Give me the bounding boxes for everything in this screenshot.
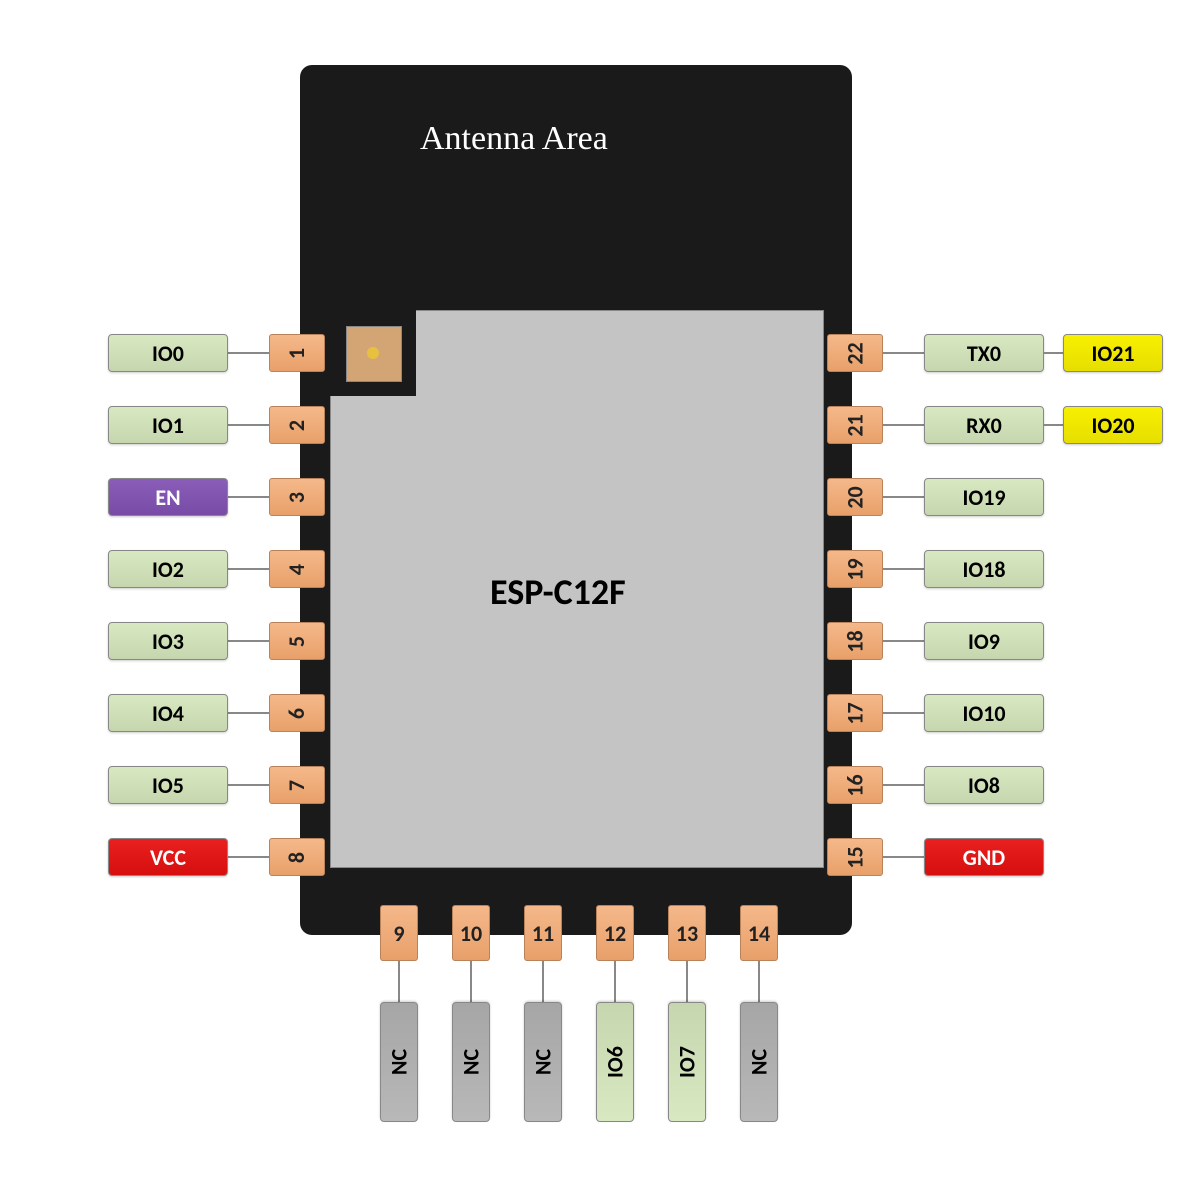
- pin-pad-10: 10: [452, 905, 490, 961]
- pin-pad-17: 17: [827, 694, 883, 732]
- pin-connector: [398, 961, 400, 1002]
- pin-number: 11: [532, 920, 554, 947]
- pin-number: 14: [748, 920, 770, 947]
- pin-number: 7: [284, 779, 311, 790]
- pin-number: 13: [676, 920, 698, 947]
- pin-label-io10: IO10: [924, 694, 1044, 732]
- pin-number: 15: [842, 846, 869, 868]
- pin-pad-13: 13: [668, 905, 706, 961]
- pin-connector: [228, 352, 269, 354]
- pin-number: 10: [460, 920, 482, 947]
- pin-connector: [228, 640, 269, 642]
- pin-pad-3: 3: [269, 478, 325, 516]
- pin-label-io7-13: IO7: [668, 1002, 706, 1122]
- pin-connector: [1044, 424, 1063, 426]
- pin-pad-8: 8: [269, 838, 325, 876]
- pin-number: 8: [284, 851, 311, 862]
- pin-pad-12: 12: [596, 905, 634, 961]
- chip-name: ESP-C12F: [490, 570, 626, 614]
- pin-connector: [228, 712, 269, 714]
- pin-connector: [228, 856, 269, 858]
- pin-label-nc-10: NC: [452, 1002, 490, 1122]
- pin-pad-4: 4: [269, 550, 325, 588]
- pin-pad-14: 14: [740, 905, 778, 961]
- pin-label-io5: IO5: [108, 766, 228, 804]
- pin-number: 20: [842, 486, 869, 508]
- pin-number: 16: [842, 774, 869, 796]
- pin-pad-22: 22: [827, 334, 883, 372]
- antenna-area-label: Antenna Area: [420, 120, 608, 158]
- pin-number: 1: [284, 347, 311, 358]
- pin-connector: [470, 961, 472, 1002]
- pin-number: 18: [842, 630, 869, 652]
- pin-number: 12: [604, 920, 626, 947]
- pin-number: 19: [842, 558, 869, 580]
- pin-pad-11: 11: [524, 905, 562, 961]
- pin-label-io1: IO1: [108, 406, 228, 444]
- pin-number: 22: [842, 342, 869, 364]
- pin-label-io3: IO3: [108, 622, 228, 660]
- pin-connector: [883, 856, 924, 858]
- pin-label-gnd: GND: [924, 838, 1044, 876]
- pin-connector: [883, 784, 924, 786]
- pin-pad-15: 15: [827, 838, 883, 876]
- pin-number: 9: [393, 920, 404, 947]
- pin-label-io6-12: IO6: [596, 1002, 634, 1122]
- pin-label-nc-11: NC: [524, 1002, 562, 1122]
- pin-connector: [883, 640, 924, 642]
- pin-connector: [542, 961, 544, 1002]
- pin-number: 6: [284, 707, 311, 718]
- pin-pad-19: 19: [827, 550, 883, 588]
- pin-label-nc-9: NC: [380, 1002, 418, 1122]
- pin-pad-2: 2: [269, 406, 325, 444]
- pin-pad-5: 5: [269, 622, 325, 660]
- pin-number: 3: [284, 491, 311, 502]
- pin-number: 4: [284, 563, 311, 574]
- pin-number: 5: [284, 635, 311, 646]
- pin-connector: [228, 496, 269, 498]
- pin-label-io0: IO0: [108, 334, 228, 372]
- pin-pad-16: 16: [827, 766, 883, 804]
- pin-label-tx0: TX0: [924, 334, 1044, 372]
- pin-connector: [614, 961, 616, 1002]
- pin-pad-18: 18: [827, 622, 883, 660]
- pin-label-io4: IO4: [108, 694, 228, 732]
- pin-connector: [686, 961, 688, 1002]
- pin-number: 2: [284, 419, 311, 430]
- pin-label-en: EN: [108, 478, 228, 516]
- pin-connector: [883, 712, 924, 714]
- pin-pad-1: 1: [269, 334, 325, 372]
- chip-pin1-dot: [367, 347, 379, 359]
- pin-connector: [883, 568, 924, 570]
- pin-label-io19: IO19: [924, 478, 1044, 516]
- pin-number: 21: [842, 414, 869, 436]
- pin-label-nc-14: NC: [740, 1002, 778, 1122]
- pin-number: 17: [842, 702, 869, 724]
- pin-connector: [228, 424, 269, 426]
- pin-pad-7: 7: [269, 766, 325, 804]
- pin-label-io20: IO20: [1063, 406, 1163, 444]
- pin-pad-9: 9: [380, 905, 418, 961]
- pin-connector: [758, 961, 760, 1002]
- pin-connector: [228, 568, 269, 570]
- pin-label-io8: IO8: [924, 766, 1044, 804]
- pin-connector: [883, 424, 924, 426]
- pin-label-io2: IO2: [108, 550, 228, 588]
- pin-pad-6: 6: [269, 694, 325, 732]
- pin-pad-21: 21: [827, 406, 883, 444]
- pin-connector: [883, 496, 924, 498]
- pin-pad-20: 20: [827, 478, 883, 516]
- pin-label-io21: IO21: [1063, 334, 1163, 372]
- pin-label-rx0: RX0: [924, 406, 1044, 444]
- pin-label-io9: IO9: [924, 622, 1044, 660]
- pin-connector: [228, 784, 269, 786]
- pin-label-vcc: VCC: [108, 838, 228, 876]
- pin-label-io18: IO18: [924, 550, 1044, 588]
- pin-connector: [1044, 352, 1063, 354]
- pin-connector: [883, 352, 924, 354]
